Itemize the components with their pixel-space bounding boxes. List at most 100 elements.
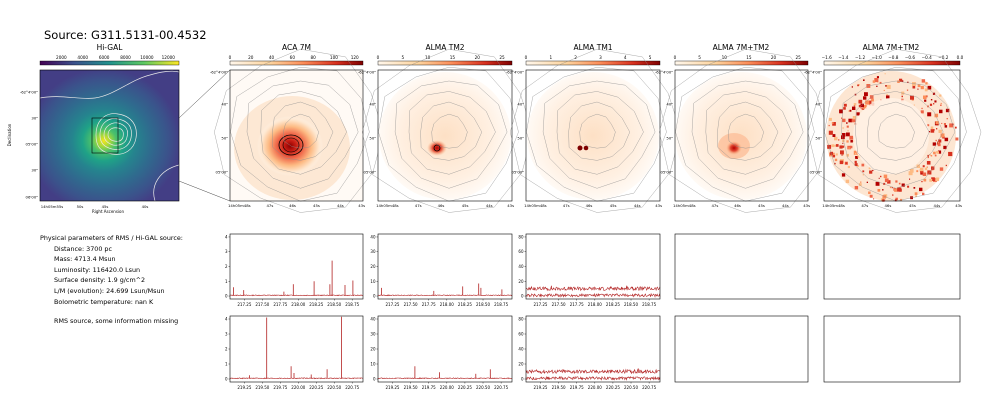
y-tick-label: 40" — [369, 102, 376, 107]
colorbar-tick-label: 0 — [674, 55, 677, 60]
colorbar-tick-label: 40 — [269, 55, 275, 60]
x-tick-label: 217.75 — [570, 302, 584, 307]
noise-pixel — [846, 140, 849, 143]
x-tick-label: 217.50 — [552, 302, 566, 307]
x-tick-label: 218.25 — [458, 302, 472, 307]
noise-pixel — [940, 133, 945, 138]
noise-pixel — [899, 78, 903, 82]
contour-line — [272, 101, 334, 161]
colorbar-tick-label: −0.8 — [888, 55, 899, 60]
y-tick-label: 20 — [370, 264, 376, 269]
noise-pixel — [834, 136, 838, 141]
noise-pixel — [922, 192, 925, 196]
y-tick-label: 20 — [370, 347, 376, 352]
contours — [509, 48, 682, 213]
info-distance: Distance: 3700 pc — [54, 244, 112, 253]
y-tick-label: 40 — [518, 347, 524, 352]
x-tick-label: 220.75 — [494, 385, 508, 390]
noise-pixel — [862, 170, 865, 173]
contour-line — [675, 66, 815, 202]
y-ticks: -62°4'00" 40" 50" 05'00" — [358, 70, 376, 175]
colorbar-tick-label: 60 — [290, 55, 296, 60]
noise-pixel — [894, 199, 897, 202]
noise-pixel — [901, 95, 903, 98]
colorbar-tick-label: 20 — [475, 55, 481, 60]
x-tick-label: 14h05m48s — [524, 203, 547, 208]
noise-pixel — [886, 93, 888, 96]
x-tick-label: 217.75 — [422, 302, 436, 307]
spectrum-alma-tm2-band1: 0 10 20 30 40 217.25 217.50 217.75 218.00 218.25 2… — [370, 233, 513, 307]
noise-pixel — [886, 95, 890, 99]
contour-line — [556, 91, 644, 175]
noise-pixel — [858, 183, 862, 186]
noise-pixel — [928, 131, 931, 133]
y-tick-label: 20 — [518, 362, 524, 367]
noise-pixel — [895, 197, 898, 201]
y-tick-label: 40" — [815, 102, 822, 107]
noise-pixel — [841, 173, 846, 177]
noise-pixel — [949, 123, 954, 128]
noise-pixel — [930, 155, 933, 157]
x-axis-label: Right Ascension — [92, 209, 124, 214]
noise-pixel — [869, 102, 872, 106]
noise-pixel — [868, 167, 871, 170]
core-contour-inner — [282, 137, 300, 153]
noise-pixel — [860, 107, 862, 109]
y-ticks: -62°4'00" 40" 50" 05'00" — [506, 70, 524, 175]
emission-spot — [726, 141, 742, 155]
noise-pixel — [924, 167, 928, 171]
noise-pixel — [834, 144, 836, 147]
noise-pixel — [831, 144, 835, 148]
higal-contours — [40, 70, 179, 201]
x-tick-label: 220.00 — [440, 385, 454, 390]
info-surface-density: Surface density: 1.9 g/cm^2 — [54, 276, 146, 285]
x-tick-label: 218.75 — [345, 302, 359, 307]
noise-pixel — [940, 104, 942, 106]
y-tick-label: 0 — [373, 294, 376, 299]
noise-pixel — [873, 198, 875, 200]
noise-pixel — [853, 103, 857, 106]
x-tick-label: 217.50 — [404, 302, 418, 307]
noise-pixel — [919, 187, 923, 192]
emission-spot — [577, 145, 583, 151]
contour-line — [866, 101, 930, 161]
y-ticks: -62°4'00" 30" 05'00" 30" 06'00" — [20, 90, 38, 200]
noise-pixel — [884, 178, 889, 183]
noise-pixel — [912, 85, 916, 89]
colorbar — [525, 60, 661, 66]
noise-pixel — [933, 151, 936, 155]
noise-pixel — [906, 89, 909, 91]
noise-pixel — [849, 109, 852, 112]
contour-line — [408, 91, 496, 175]
noise-pixel — [948, 151, 953, 157]
colorbar-tick-label: −1.4 — [838, 55, 849, 60]
noise-pixel — [842, 145, 845, 148]
y-tick-label: 60 — [518, 249, 524, 254]
noise-pixel — [862, 105, 867, 109]
noise-pixel — [838, 139, 840, 141]
noise-pixel — [933, 103, 935, 105]
noise-pixel — [939, 94, 942, 97]
x-tick-label: 219.50 — [404, 385, 418, 390]
emission-core — [257, 116, 323, 176]
x-tick-label: 45s — [909, 203, 916, 208]
y-ticks: -62°4'00" 40" 50" 05'00" — [804, 70, 822, 175]
x-tick-label: 217.25 — [385, 302, 399, 307]
y-ticks: -62°4'00" 40" 50" 05'00" — [210, 70, 228, 175]
noise-pixel — [843, 107, 846, 110]
colorbar-tick-label: 10 — [722, 55, 728, 60]
colorbar-tick-label: 20 — [771, 55, 777, 60]
noise-pixel — [915, 195, 917, 198]
panel-title: ACA 7M — [282, 43, 311, 52]
colorbar-tick-label: 3 — [599, 55, 602, 60]
x-tick-label: 45s — [313, 203, 320, 208]
noise-pixel — [856, 164, 859, 167]
panel-title: ALMA TM1 — [573, 43, 612, 52]
y-tick-label: 40 — [518, 264, 524, 269]
noise-pixel — [919, 167, 924, 172]
colorbar-ticks: 0 20 40 60 80 100 120 — [229, 55, 359, 60]
noise-pixel — [831, 122, 834, 124]
noise-pixel — [846, 125, 849, 128]
contour-line — [378, 66, 519, 202]
colorbar — [229, 60, 364, 66]
